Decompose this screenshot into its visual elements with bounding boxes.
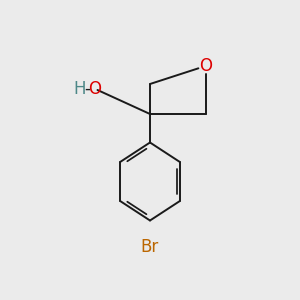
Text: Br: Br <box>141 238 159 256</box>
Text: O: O <box>88 80 102 98</box>
Text: H: H <box>73 80 86 98</box>
Text: O: O <box>199 57 212 75</box>
Text: -: - <box>84 80 90 98</box>
